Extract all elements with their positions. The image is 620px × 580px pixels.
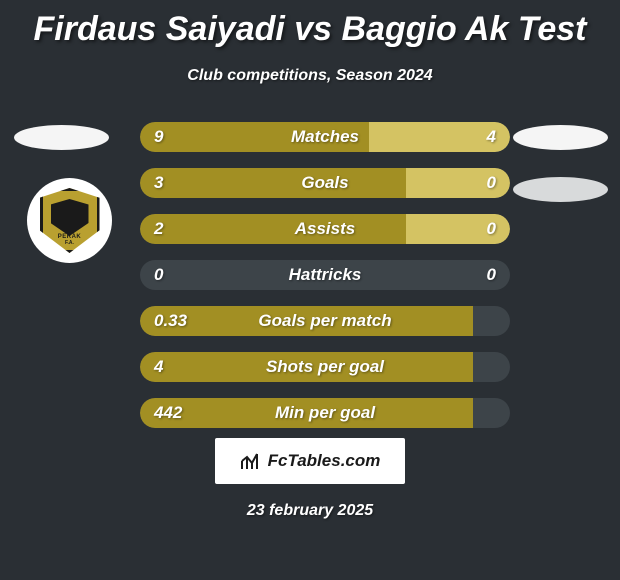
chart-icon bbox=[240, 451, 262, 471]
stat-row: Goals3 0 bbox=[140, 168, 510, 198]
stats-container: Matches94Goals30Assists20Hattricks00Goal… bbox=[140, 122, 510, 444]
stat-value-left: 442 bbox=[154, 398, 182, 428]
stat-row: Shots per goal4 bbox=[140, 352, 510, 382]
brand-text: FcTables.com bbox=[268, 451, 381, 471]
stat-value-left: 0 bbox=[154, 260, 163, 290]
stat-row: Assists2 0 bbox=[140, 214, 510, 244]
stat-value-left: 9 bbox=[154, 122, 163, 152]
page-title: Firdaus Saiyadi vs Baggio Ak Test bbox=[0, 0, 620, 49]
player2-badge-placeholder bbox=[513, 125, 608, 150]
stat-label: Matches bbox=[140, 122, 510, 152]
stat-label: Shots per goal bbox=[140, 352, 510, 382]
stat-value-right: 4 bbox=[487, 122, 496, 152]
stat-label: Goals per match bbox=[140, 306, 510, 336]
stat-label: Min per goal bbox=[140, 398, 510, 428]
club-name-bottom: F.A. bbox=[43, 240, 97, 246]
stat-label: Hattricks bbox=[140, 260, 510, 290]
brand-logo[interactable]: FcTables.com bbox=[215, 438, 405, 484]
stat-row: Hattricks0 0 bbox=[140, 260, 510, 290]
stat-value-right: 0 bbox=[487, 168, 496, 198]
stat-label: Assists bbox=[140, 214, 510, 244]
stat-value-right: 0 bbox=[487, 260, 496, 290]
stat-value-left: 2 bbox=[154, 214, 163, 244]
stat-value-left: 0.33 bbox=[154, 306, 187, 336]
player1-badge-placeholder bbox=[14, 125, 109, 150]
stat-label: Goals bbox=[140, 168, 510, 198]
stat-row: Min per goal442 bbox=[140, 398, 510, 428]
club-shield-icon: PERAK F.A. bbox=[40, 188, 100, 253]
stat-value-left: 3 bbox=[154, 168, 163, 198]
player2-badge-placeholder-2 bbox=[513, 177, 608, 202]
subtitle: Club competitions, Season 2024 bbox=[0, 67, 620, 85]
club-logo: PERAK F.A. bbox=[27, 178, 112, 263]
stat-row: Goals per match0.33 bbox=[140, 306, 510, 336]
stat-row: Matches9 4 bbox=[140, 122, 510, 152]
stat-value-right: 0 bbox=[487, 214, 496, 244]
footer-date: 23 february 2025 bbox=[0, 502, 620, 520]
stat-value-left: 4 bbox=[154, 352, 163, 382]
